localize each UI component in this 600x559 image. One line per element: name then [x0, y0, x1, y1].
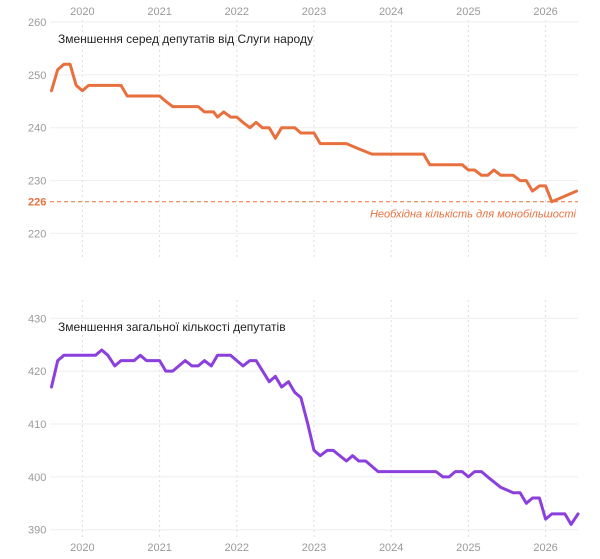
top-y-tick-label: 220	[28, 228, 46, 240]
top-y-tick-label: 250	[28, 70, 46, 82]
bottom-x-tick-label: 2023	[302, 542, 326, 554]
bottom-x-tick-label: 2021	[147, 542, 171, 554]
bottom-chart-title: Зменшення загальної кількості депутатів	[58, 320, 286, 334]
top-chart-title: Зменшення серед депутатів від Слуги наро…	[58, 32, 313, 46]
top-x-tick-label: 2023	[302, 6, 326, 18]
top-y-tick-label: 240	[28, 123, 46, 135]
top-x-tick-label: 2026	[533, 6, 557, 18]
reference-tick-label: 226	[28, 197, 46, 209]
top-x-tick-label: 2024	[379, 6, 403, 18]
top-series-line	[50, 62, 578, 204]
reference-line-label: Необхідна кількість для монобільшості	[370, 209, 577, 221]
top-x-tick-label: 2022	[225, 6, 249, 18]
top-chart: 2020 2021 2022 2023 2024 2025 2026 220 230 240 250…	[28, 6, 578, 258]
bottom-x-tick-label: 2025	[456, 542, 480, 554]
bottom-y-tick-label: 390	[28, 525, 46, 537]
bottom-x-tick-label: 2020	[70, 542, 94, 554]
bottom-x-tick-label: 2024	[379, 542, 403, 554]
bottom-chart: 2020 2021 2022 2023 2024 2025 2026 390 400 410 420…	[28, 300, 580, 554]
bottom-x-tick-label: 2022	[225, 542, 249, 554]
bottom-x-tick-label: 2026	[533, 542, 557, 554]
top-y-tick-label: 260	[28, 17, 46, 29]
bottom-y-tick-label: 430	[28, 313, 46, 325]
bottom-series-line	[50, 348, 580, 526]
bottom-y-tick-label: 400	[28, 472, 46, 484]
bottom-y-tick-label: 410	[28, 419, 46, 431]
top-x-tick-label: 2020	[70, 6, 94, 18]
top-y-tick-label: 230	[28, 176, 46, 188]
bottom-y-tick-label: 420	[28, 366, 46, 378]
top-x-tick-label: 2021	[147, 6, 171, 18]
top-x-tick-label: 2025	[456, 6, 480, 18]
